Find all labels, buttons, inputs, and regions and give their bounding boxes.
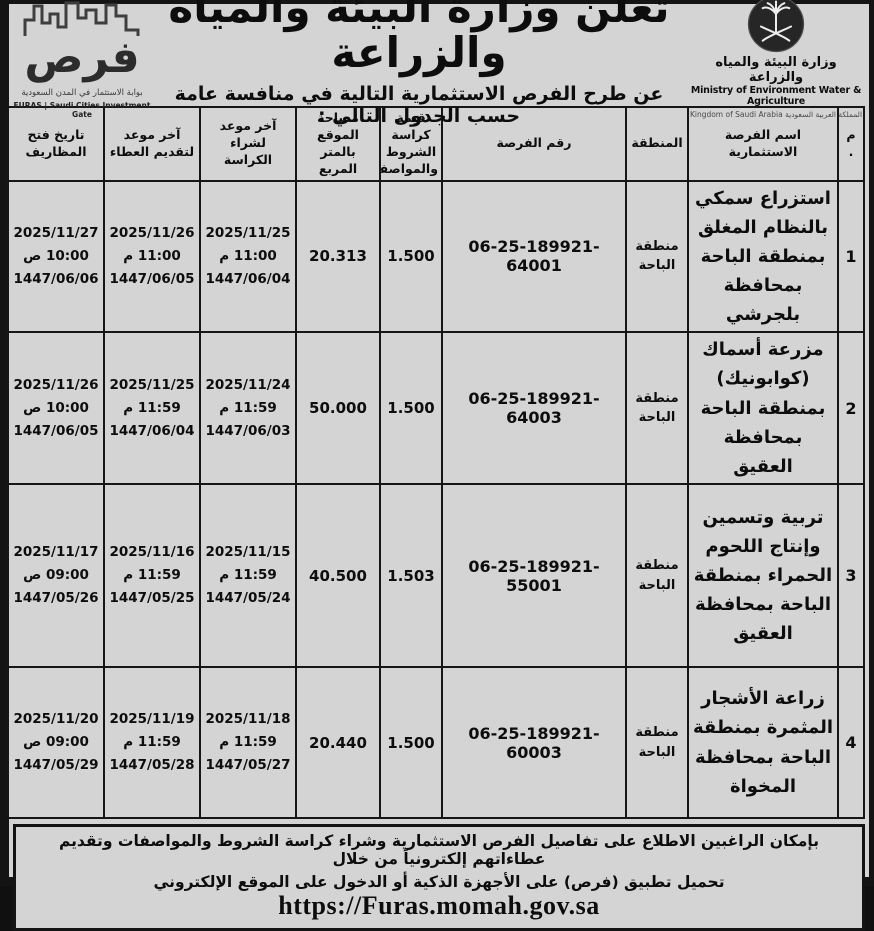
cell-bid-deadline: 2025/11/26 11:00 م 1447/06/05 (103, 179, 201, 334)
cell-region: منطقة الباحة (625, 331, 689, 486)
cell-buy-deadline: 2025/11/25 11:00 م 1447/06/04 (199, 179, 297, 334)
cell-serial: 2 (837, 331, 865, 486)
col-header-region: المنطقة (625, 106, 689, 182)
cell-booklet-value: 1.500 (379, 179, 443, 334)
cell-serial: 3 (837, 483, 865, 669)
masthead: وزارة البيئة والمياه والزراعة Ministry o… (13, 0, 865, 127)
cell-region: منطقة الباحة (625, 179, 689, 334)
col-header-opportunity-name: اسم الفرصة الاستثمارية (687, 106, 839, 182)
cell-opportunity-name: استزراع سمكي بالنظام المغلق بمنطقة الباح… (687, 179, 839, 334)
saudi-palm-emblem-icon (747, 0, 805, 52)
cell-opportunity-no: 06-25-189921-60003 (441, 666, 627, 820)
cell-opportunity-name: تربية وتسمين وإنتاج اللحوم الحمراء بمنطق… (687, 483, 839, 669)
cell-bid-deadline: 2025/11/16 11:59 م 1447/05/25 (103, 483, 201, 669)
col-header-opportunity-no: رقم الفرصة (441, 106, 627, 182)
announcement-title-block: تعلن وزارة البيئة والمياه والزراعة عن طر… (151, 0, 687, 127)
cell-area: 40.500 (295, 483, 381, 669)
cell-opening-date: 2025/11/27 10:00 ص 1447/06/06 (7, 179, 105, 334)
cell-opportunity-no: 06-25-189921-64001 (441, 179, 627, 334)
ministry-logo: وزارة البيئة والمياه والزراعة Ministry o… (687, 0, 865, 119)
cell-region: منطقة الباحة (625, 483, 689, 669)
col-header-opening-date: تاريخ فتح المظاريف (7, 106, 105, 182)
furas-wordmark: فرص (24, 32, 140, 84)
footer-instructions-line1: بإمكان الراغبين الاطلاع على تفاصيل الفرص… (58, 832, 820, 869)
cell-booklet-value: 1.500 (379, 331, 443, 486)
col-header-serial: م . (837, 106, 865, 182)
cell-area: 20.313 (295, 179, 381, 334)
cell-opening-date: 2025/11/20 09:00 ص 1447/05/29 (7, 666, 105, 820)
table-header-row: م . اسم الفرصة الاستثمارية المنطقة رقم ا… (7, 106, 865, 182)
table-row: 1 استزراع سمكي بالنظام المغلق بمنطقة الب… (7, 179, 865, 334)
page-title: تعلن وزارة البيئة والمياه والزراعة (168, 0, 670, 77)
ministry-name-ar: وزارة البيئة والمياه والزراعة (715, 54, 837, 85)
opportunities-table: م . اسم الفرصة الاستثمارية المنطقة رقم ا… (7, 106, 865, 820)
cell-area: 50.000 (295, 331, 381, 486)
cell-bid-deadline: 2025/11/19 11:59 م 1447/05/28 (103, 666, 201, 820)
cell-area: 20.440 (295, 666, 381, 820)
cell-region: منطقة الباحة (625, 666, 689, 820)
city-skyline-icon (23, 1, 140, 37)
furas-logo: فرص بوابة الاستثمار في المدن السعودية FU… (13, 0, 151, 119)
col-header-bid-deadline: آخر موعد لتقديم العطاء (103, 106, 201, 182)
table-row: 3 تربية وتسمين وإنتاج اللحوم الحمراء بمن… (7, 483, 865, 669)
kingdom-line: Kingdom of Saudi Arabia المملكة العربية … (689, 109, 863, 119)
cell-opportunity-no: 06-25-189921-55001 (441, 483, 627, 669)
cell-opening-date: 2025/11/26 10:00 ص 1447/06/05 (7, 331, 105, 486)
ministry-name-en: Ministry of Environment Water & Agricult… (690, 84, 862, 107)
footer-instructions-text: تحميل تطبيق (فرص) على الأجهزة الذكية أو … (153, 873, 725, 892)
furas-tagline-ar: بوابة الاستثمار في المدن السعودية (21, 87, 143, 98)
cell-serial: 1 (837, 179, 865, 334)
cell-buy-deadline: 2025/11/15 11:59 م 1447/05/24 (199, 483, 297, 669)
cell-buy-deadline: 2025/11/18 11:59 م 1447/05/27 (199, 666, 297, 820)
furas-tagline-en: FURAS | Saudi Cities Investment Gate (13, 100, 151, 119)
col-header-area: مساحة الموقع بالمتر المربع (295, 106, 381, 182)
cell-booklet-value: 1.500 (379, 666, 443, 820)
footer-note: بإمكان الراغبين الاطلاع على تفاصيل الفرص… (13, 824, 865, 931)
table-row: 4 زراعة الأشجار المثمرة بمنطقة الباحة بم… (7, 666, 865, 820)
cell-opportunity-no: 06-25-189921-64003 (441, 331, 627, 486)
cell-opportunity-name: مزرعة أسماك (كوابونيك) بمنطقة الباحة بمح… (687, 331, 839, 486)
cell-serial: 4 (837, 666, 865, 820)
col-header-booklet-value: قيمة كراسة الشروط والمواصفات (379, 106, 443, 182)
footer-instructions-line2: تحميل تطبيق (فرص) على الأجهزة الذكية أو … (24, 873, 854, 921)
cell-bid-deadline: 2025/11/25 11:59 م 1447/06/04 (103, 331, 201, 486)
cell-opportunity-name: زراعة الأشجار المثمرة بمنطقة الباحة بمحا… (687, 666, 839, 820)
table-row: 2 مزرعة أسماك (كوابونيك) بمنطقة الباحة ب… (7, 331, 865, 486)
cell-buy-deadline: 2025/11/24 11:59 م 1447/06/03 (199, 331, 297, 486)
col-header-buy-deadline: آخر موعد لشراء الكراسة (199, 106, 297, 182)
furas-website-url: https://Furas.momah.gov.sa (278, 891, 600, 921)
cell-opening-date: 2025/11/17 09:00 ص 1447/05/26 (7, 483, 105, 669)
cell-booklet-value: 1.503 (379, 483, 443, 669)
